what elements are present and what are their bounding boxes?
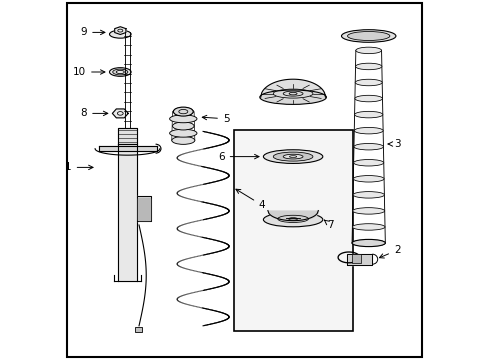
Ellipse shape <box>173 108 193 116</box>
Text: 6: 6 <box>218 152 259 162</box>
Polygon shape <box>137 196 151 221</box>
Ellipse shape <box>109 30 131 38</box>
Ellipse shape <box>353 176 383 182</box>
Ellipse shape <box>351 240 385 246</box>
Text: 5: 5 <box>202 114 229 124</box>
Ellipse shape <box>109 68 131 76</box>
Polygon shape <box>115 27 125 35</box>
Text: 3: 3 <box>387 139 400 149</box>
Text: 1: 1 <box>65 162 93 172</box>
Ellipse shape <box>273 152 312 161</box>
Ellipse shape <box>355 47 381 54</box>
Text: 8: 8 <box>81 108 107 118</box>
Text: 10: 10 <box>73 67 105 77</box>
Ellipse shape <box>341 30 395 42</box>
Ellipse shape <box>355 63 381 70</box>
Ellipse shape <box>353 127 382 134</box>
Ellipse shape <box>352 208 384 214</box>
Ellipse shape <box>169 115 197 123</box>
Bar <box>134 327 142 332</box>
Ellipse shape <box>283 154 303 159</box>
Ellipse shape <box>263 212 322 227</box>
Ellipse shape <box>173 107 193 116</box>
Polygon shape <box>346 254 371 265</box>
Bar <box>233 130 352 331</box>
Ellipse shape <box>113 69 127 75</box>
Ellipse shape <box>351 239 385 247</box>
Polygon shape <box>118 128 137 144</box>
Ellipse shape <box>354 95 382 102</box>
Ellipse shape <box>169 129 197 137</box>
Polygon shape <box>112 109 128 118</box>
Text: 4: 4 <box>235 189 265 210</box>
Ellipse shape <box>353 143 383 150</box>
Ellipse shape <box>172 122 194 130</box>
Text: 2: 2 <box>379 245 400 258</box>
Ellipse shape <box>354 79 382 86</box>
Polygon shape <box>99 146 157 151</box>
Text: 9: 9 <box>81 27 105 37</box>
Ellipse shape <box>116 71 124 74</box>
Polygon shape <box>118 144 137 281</box>
Ellipse shape <box>353 159 383 166</box>
Ellipse shape <box>259 90 325 104</box>
Ellipse shape <box>352 224 384 230</box>
Ellipse shape <box>347 32 389 41</box>
Ellipse shape <box>354 111 382 118</box>
Ellipse shape <box>263 150 322 163</box>
Bar <box>352 254 361 263</box>
Polygon shape <box>138 198 150 220</box>
Text: 7: 7 <box>324 220 333 230</box>
Ellipse shape <box>171 136 194 144</box>
Ellipse shape <box>352 192 384 198</box>
